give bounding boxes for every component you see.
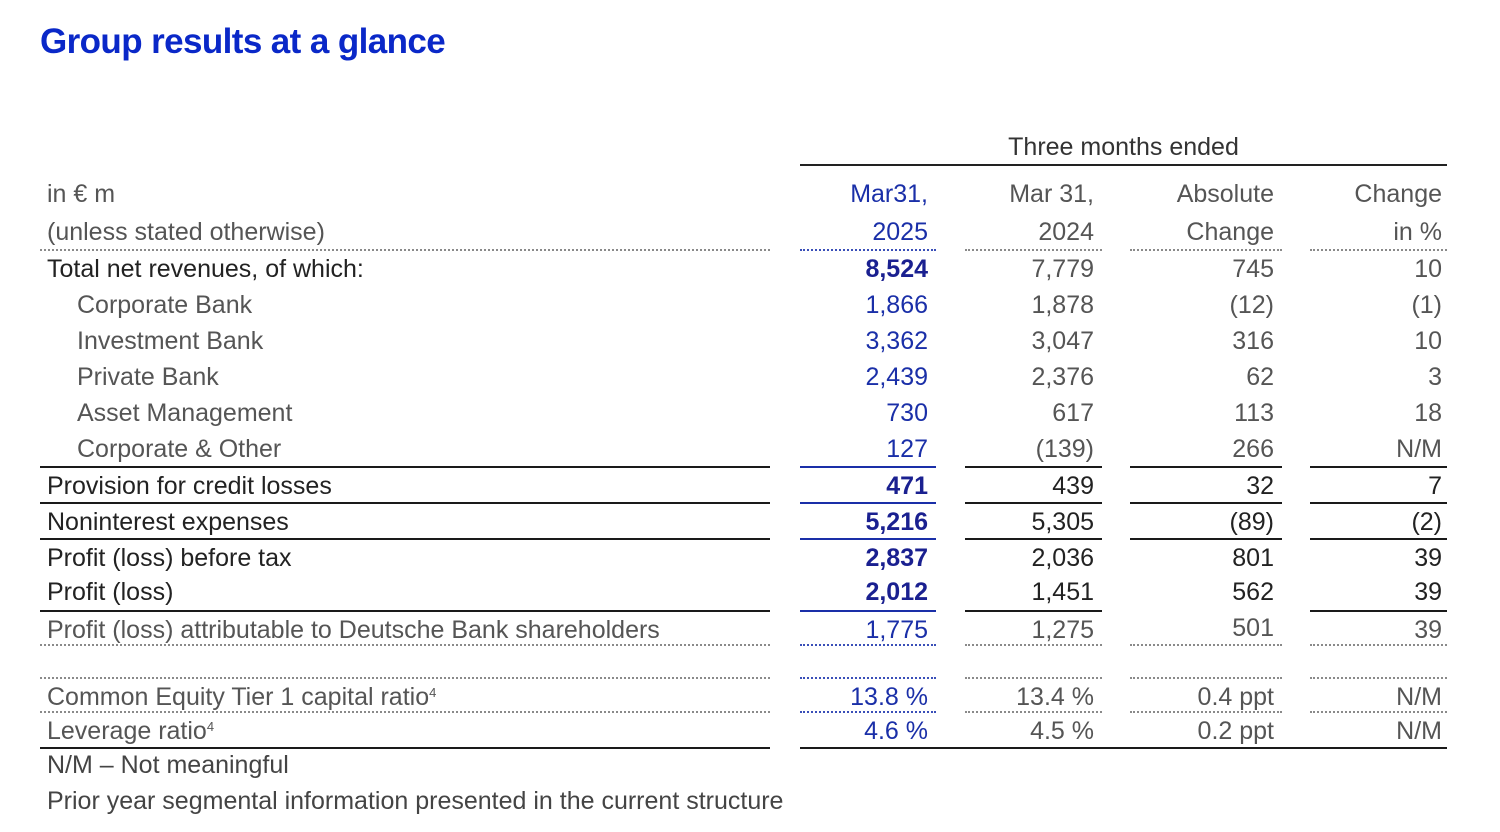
- row-label: Provision for credit losses: [40, 466, 770, 502]
- value-2025: 5,216: [800, 502, 936, 538]
- value-absolute-change: 801: [1130, 538, 1282, 574]
- footnote-segment: Prior year segmental information present…: [47, 787, 784, 815]
- value-2025: 1,775: [800, 610, 936, 646]
- row-label: Investment Bank: [77, 327, 264, 355]
- row-label: Common Equity Tier 1 capital ratio4: [40, 677, 770, 713]
- value-absolute-change: 0.4 ppt: [1130, 677, 1282, 713]
- value-absolute-change: 745: [1232, 255, 1274, 283]
- table-row: Investment Bank 3,362 3,047 316 10: [0, 323, 1500, 359]
- value-pct-change: N/M: [1396, 717, 1442, 745]
- value-pct-change: N/M: [1396, 435, 1442, 463]
- value-absolute-change: (89): [1130, 502, 1282, 538]
- value-2024: 617: [1052, 399, 1094, 427]
- unit-label: in € m: [47, 180, 116, 208]
- table-row: Common Equity Tier 1 capital ratio4 13.8…: [0, 677, 1500, 713]
- table-row: Total net revenues, of which: 8,524 7,77…: [0, 251, 1500, 287]
- value-pct-change: 39: [1414, 578, 1442, 606]
- footnote-ref: 4: [206, 719, 215, 734]
- value-absolute-change: (12): [1229, 291, 1274, 319]
- col-pct-header: Change: [1354, 180, 1442, 208]
- col-2024-year: 2024: [965, 213, 1102, 251]
- value-2025: 2,837: [800, 538, 936, 574]
- table-row: Profit (loss) attributable to Deutsche B…: [0, 610, 1500, 646]
- value-2024: 3,047: [1031, 327, 1094, 355]
- col-2025-year: 2025: [800, 213, 936, 251]
- value-absolute-change: 32: [1130, 466, 1282, 502]
- table-header-row-1: in € m Mar31, Mar 31, Absolute Change: [0, 175, 1500, 213]
- value-absolute-change: 266: [1232, 435, 1274, 463]
- footnote-nm: N/M – Not meaningful: [47, 751, 289, 779]
- table-row: Noninterest expenses 5,216 5,305 (89) (2…: [0, 502, 1500, 538]
- row-label: Profit (loss) attributable to Deutsche B…: [40, 610, 770, 646]
- value-2024: (139): [1035, 435, 1094, 463]
- table-row: Provision for credit losses 471 439 32 7: [0, 466, 1500, 502]
- value-pct-change: 39: [1310, 538, 1447, 574]
- value-2025: 8,524: [865, 255, 928, 283]
- col-2025-header: Mar31,: [850, 180, 928, 208]
- value-pct-change: 39: [1310, 610, 1447, 646]
- table-row: Asset Management 730 617 113 18: [0, 395, 1500, 431]
- table-row: Corporate Bank 1,866 1,878 (12) (1): [0, 287, 1500, 323]
- col-pct-sub: in %: [1310, 213, 1447, 251]
- value-absolute-change: 0.2 ppt: [1197, 717, 1274, 745]
- period-header: Three months ended: [800, 130, 1447, 166]
- value-2025: 471: [800, 466, 936, 502]
- value-pct-change: N/M: [1310, 677, 1447, 713]
- value-2025: 3,362: [865, 327, 928, 355]
- row-label: Corporate & Other: [77, 435, 282, 463]
- col-2024-header: Mar 31,: [1009, 180, 1094, 208]
- value-absolute-change: 113: [1234, 399, 1274, 427]
- value-pct-change: 7: [1310, 466, 1447, 502]
- table-row: Private Bank 2,439 2,376 62 3: [0, 359, 1500, 395]
- unit-sublabel: (unless stated otherwise): [40, 213, 770, 251]
- row-label: Total net revenues, of which:: [47, 255, 364, 283]
- value-2025: 2,439: [865, 363, 928, 391]
- value-2025: 1,866: [865, 291, 928, 319]
- row-label: Profit (loss): [47, 578, 174, 606]
- value-2025: 4.6 %: [864, 717, 928, 745]
- row-label: Private Bank: [77, 363, 219, 391]
- table-row: Leverage ratio4 4.6 % 4.5 % 0.2 ppt N/M: [0, 713, 1500, 749]
- table-header-row-2: (unless stated otherwise) 2025 2024 Chan…: [0, 213, 1500, 251]
- page-title: Group results at a glance: [40, 22, 446, 61]
- row-label: Profit (loss) before tax: [40, 538, 770, 574]
- row-label: Asset Management: [77, 399, 293, 427]
- value-pct-change: (1): [1411, 291, 1442, 319]
- value-2024: 1,275: [965, 610, 1102, 646]
- value-pct-change: 10: [1414, 255, 1442, 283]
- col-absolute-header: Absolute: [1176, 180, 1274, 208]
- value-2024: 4.5 %: [1030, 717, 1094, 745]
- value-2024: 7,779: [1031, 255, 1094, 283]
- value-2024: 13.4 %: [965, 677, 1102, 713]
- row-label: Noninterest expenses: [40, 502, 770, 538]
- table-row: Profit (loss) 2,012 1,451 562 39: [0, 574, 1500, 610]
- table-row: Profit (loss) before tax 2,837 2,036 801…: [0, 538, 1500, 574]
- col-absolute-sub: Change: [1130, 213, 1282, 251]
- footnote-ref: 4: [429, 685, 437, 700]
- value-2025: 127: [886, 435, 928, 463]
- value-2024: 5,305: [965, 502, 1102, 538]
- value-absolute-change: 562: [1232, 578, 1274, 606]
- value-pct-change: (2): [1310, 502, 1447, 538]
- value-pct-change: 10: [1414, 327, 1442, 355]
- value-2025: 2,012: [865, 578, 928, 606]
- value-2024: 2,036: [965, 538, 1102, 574]
- table-row: Corporate & Other 127 (139) 266 N/M: [0, 431, 1500, 467]
- value-2025: 730: [886, 399, 928, 427]
- row-label: Corporate Bank: [77, 291, 253, 319]
- value-pct-change: 18: [1414, 399, 1442, 427]
- value-pct-change: 3: [1428, 363, 1442, 391]
- value-2024: 439: [965, 466, 1102, 502]
- value-absolute-change: 316: [1232, 327, 1274, 355]
- value-2024: 1,878: [1031, 291, 1094, 319]
- table-bottom-rule: [800, 747, 1447, 749]
- value-2025: 13.8 %: [800, 677, 936, 713]
- value-2024: 1,451: [1031, 578, 1094, 606]
- value-absolute-change: 501: [1130, 610, 1282, 646]
- value-2024: 2,376: [1031, 363, 1094, 391]
- row-label: Leverage ratio4: [40, 713, 770, 749]
- value-absolute-change: 62: [1246, 363, 1274, 391]
